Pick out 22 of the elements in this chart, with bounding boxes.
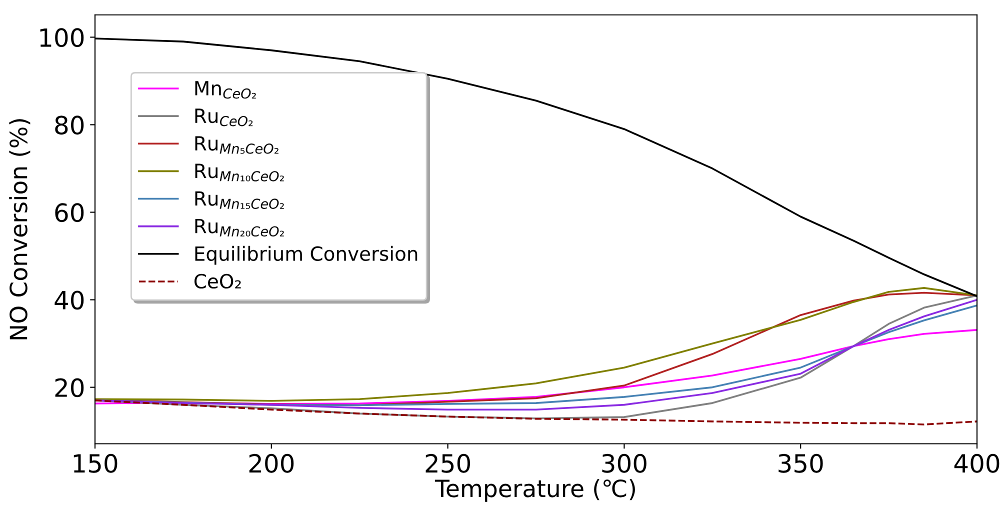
x-tick-label: 250 [426,454,470,473]
legend-label: Ru$_{CeO₂}$ [195,108,253,126]
y-tick-label: 100 [40,28,84,48]
y-tick-label: 40 [54,290,84,310]
x-tick-label: 350 [778,454,823,473]
legend-label: Ru$_{Mn₅CeO₂}$ [195,136,278,154]
x-tick-label: 400 [954,454,1000,473]
legend-label: Ru$_{Mn₁₀CeO₂}$ [195,164,284,182]
x-tick-label: 200 [249,454,294,473]
legend-label: Ru$_{Mn₂₀CeO₂}$ [195,218,284,237]
line-series [95,400,977,426]
y-tick-label: 80 [55,116,84,135]
y-tick-label: 60 [55,203,84,222]
legend-label: Mn$_{CeO₂}$ [195,81,256,99]
x-axis-title: Temperature (℃) [434,479,635,502]
x-tick-label: 300 [602,454,646,473]
legend-label: CeO₂ [194,274,241,289]
legend-label: Equilibrium Conversion [195,246,418,265]
y-axis-title: NO Conversion (%) [9,119,30,340]
x-tick-label: 150 [74,454,118,473]
y-tick-label: 20 [55,378,84,398]
legend-label: Ru$_{Mn₁₅CeO₂}$ [195,191,284,209]
